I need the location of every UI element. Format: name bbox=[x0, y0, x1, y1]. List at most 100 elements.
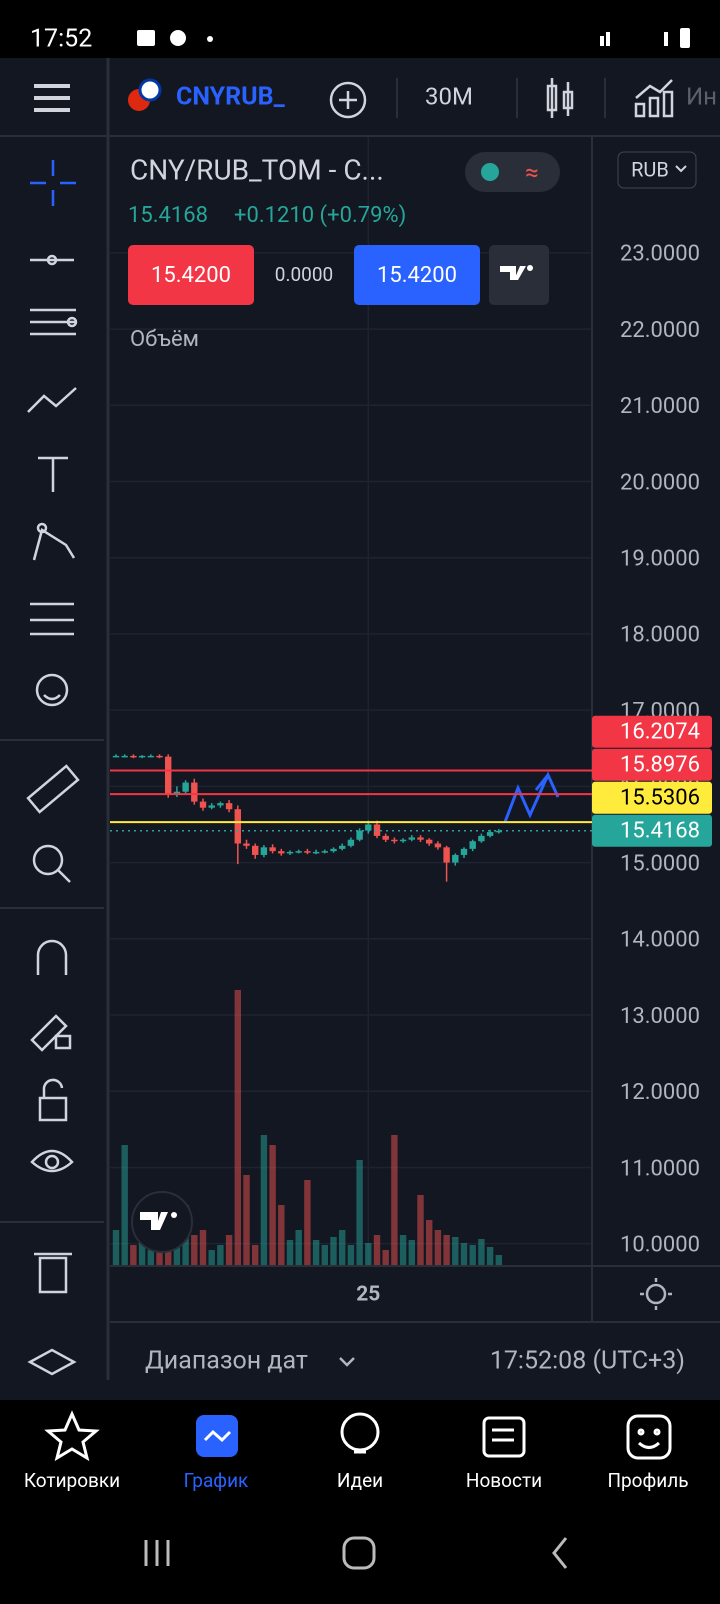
candle-body bbox=[469, 841, 476, 849]
candle-body bbox=[295, 851, 302, 853]
y-tick-label: 13.0000 bbox=[620, 1004, 700, 1029]
volume-bar bbox=[330, 1237, 337, 1265]
candle-body bbox=[347, 839, 355, 846]
nav-item[interactable]: Идеи bbox=[337, 1469, 383, 1492]
volume-bar bbox=[434, 1230, 442, 1265]
volume-bar bbox=[417, 1195, 424, 1265]
volume-bar bbox=[147, 1250, 154, 1265]
y-tick-label: 20.0000 bbox=[620, 470, 700, 495]
system-nav[interactable] bbox=[144, 1536, 568, 1570]
candle-body bbox=[225, 803, 233, 810]
volume-bar bbox=[408, 1240, 415, 1265]
settings-button[interactable] bbox=[640, 1278, 672, 1310]
candle-body bbox=[391, 839, 398, 842]
volume-bar bbox=[278, 1205, 285, 1265]
y-tick-label: 21.0000 bbox=[620, 394, 700, 419]
volume-bar bbox=[295, 1230, 302, 1265]
nav-item[interactable]: Профиль bbox=[607, 1469, 688, 1492]
add-symbol-button[interactable] bbox=[329, 81, 367, 119]
volume-bar bbox=[321, 1245, 328, 1265]
candle-body bbox=[373, 824, 381, 836]
drawing-tools[interactable] bbox=[26, 160, 80, 1376]
tv-button[interactable] bbox=[489, 245, 549, 305]
currency-button[interactable]: RUB bbox=[617, 151, 697, 189]
price-label: 15.5306 bbox=[620, 786, 700, 811]
volume-bar bbox=[452, 1237, 459, 1265]
price-label-box bbox=[592, 814, 712, 847]
nav-chart-glyph bbox=[203, 1429, 232, 1443]
volume-bar bbox=[426, 1220, 433, 1265]
volume-bar bbox=[130, 1245, 137, 1265]
candle-body bbox=[382, 835, 389, 840]
indicators[interactable]: Ин bbox=[686, 82, 717, 110]
volume-bar bbox=[234, 990, 241, 1265]
y-tick-label: 22.0000 bbox=[620, 318, 700, 343]
nav-item[interactable]: График bbox=[184, 1469, 249, 1492]
y-tick-label: 19.0000 bbox=[620, 547, 700, 572]
volume-bar bbox=[252, 1245, 259, 1265]
candle-body bbox=[208, 805, 215, 808]
candle-body bbox=[199, 801, 207, 808]
volume-bar bbox=[365, 1243, 372, 1265]
dropdown-icon[interactable] bbox=[339, 1357, 355, 1367]
candle-body bbox=[156, 755, 163, 758]
interval[interactable]: 30M bbox=[425, 82, 473, 110]
price-label-box bbox=[592, 748, 712, 781]
candle-body bbox=[399, 839, 407, 842]
y-tick-label: 11.0000 bbox=[620, 1156, 700, 1181]
volume-bar bbox=[173, 1240, 181, 1265]
candle-body bbox=[147, 755, 154, 758]
candle-body bbox=[434, 843, 442, 848]
volume-bar bbox=[208, 1250, 215, 1265]
buy-button[interactable] bbox=[354, 245, 480, 305]
candle-body bbox=[460, 848, 468, 855]
candle-body bbox=[217, 803, 224, 806]
status-icons bbox=[137, 28, 690, 48]
chart-type-button[interactable] bbox=[546, 78, 574, 118]
volume-bar bbox=[112, 1230, 120, 1265]
sell-price[interactable]: 15.4200 bbox=[151, 263, 231, 288]
candle-body bbox=[130, 755, 137, 758]
price-label: 15.8976 bbox=[620, 753, 700, 778]
volume-bar bbox=[121, 1145, 128, 1265]
currency[interactable]: RUB bbox=[631, 157, 669, 181]
candle-body bbox=[356, 830, 363, 840]
volume-bar bbox=[304, 1180, 311, 1265]
candle-body bbox=[321, 851, 328, 853]
volume-bar bbox=[286, 1240, 294, 1265]
volume-bar bbox=[347, 1245, 355, 1265]
y-tick-label: 14.0000 bbox=[620, 928, 700, 953]
status-time: 17:52 bbox=[30, 25, 92, 54]
volume-bar bbox=[199, 1230, 207, 1265]
candle-body bbox=[339, 845, 346, 849]
date-range[interactable]: Диапазон дат bbox=[145, 1347, 308, 1376]
nav-item[interactable]: Новости bbox=[466, 1469, 542, 1492]
status-pill: ≈ bbox=[465, 152, 560, 192]
candle-body bbox=[426, 839, 433, 844]
y-tick-label: 23.0000 bbox=[620, 242, 700, 267]
bottom-nav bbox=[0, 1400, 720, 1600]
candle-body bbox=[278, 851, 285, 854]
nav-item[interactable]: Котировки bbox=[24, 1469, 120, 1492]
price-label-box bbox=[592, 715, 712, 748]
candle-body bbox=[165, 756, 172, 794]
indicators-icon[interactable] bbox=[634, 79, 674, 118]
price-label: 16.2074 bbox=[620, 720, 700, 745]
volume-bar bbox=[339, 1230, 346, 1265]
volume-bar bbox=[260, 1135, 268, 1265]
volume-bar bbox=[217, 1245, 224, 1265]
candle-body bbox=[495, 830, 502, 833]
menu-button[interactable] bbox=[34, 84, 70, 112]
user-drawing[interactable] bbox=[503, 771, 560, 823]
price-label: 15.4168 bbox=[620, 819, 700, 844]
symbol[interactable]: CNYRUB_ bbox=[176, 83, 286, 112]
buy-price[interactable]: 15.4200 bbox=[377, 263, 457, 288]
volume-bar bbox=[138, 1240, 146, 1265]
sell-button[interactable] bbox=[128, 245, 254, 305]
candle-body bbox=[312, 851, 320, 854]
status-bar bbox=[0, 0, 720, 58]
volume-bar bbox=[382, 1250, 389, 1265]
symbol-flag bbox=[128, 78, 162, 111]
candle-body bbox=[408, 837, 415, 840]
